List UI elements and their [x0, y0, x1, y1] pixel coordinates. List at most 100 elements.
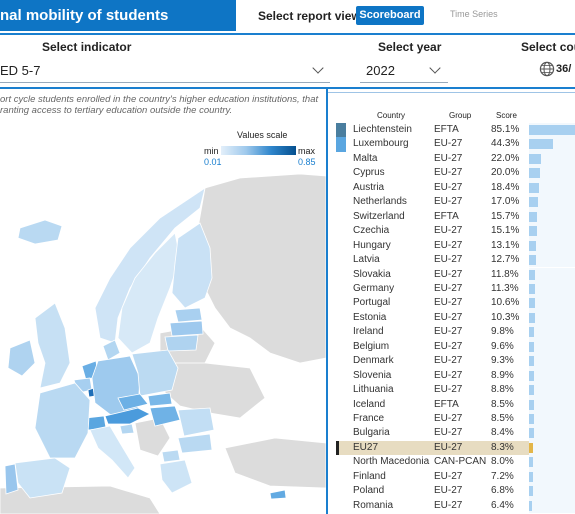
cell-score: 8.8%	[491, 384, 514, 396]
map-region-poland[interactable]	[131, 349, 179, 397]
map-region-portugal[interactable]	[4, 463, 19, 495]
table-row[interactable]: Slovenia EU-27 8.9%	[336, 368, 575, 384]
cell-group: EU-27	[434, 369, 463, 381]
score-bar-track	[529, 455, 575, 470]
table-row[interactable]: Czechia EU-27 15.1%	[336, 224, 575, 239]
score-bar	[529, 457, 534, 468]
score-bar	[529, 356, 535, 367]
map-region-estonia[interactable]	[174, 307, 203, 323]
table-row[interactable]: Lithuania EU-27 8.8%	[336, 383, 575, 398]
table-row[interactable]: Netherlands EU-27 17.0%	[336, 195, 575, 210]
map-region-turkey[interactable]	[224, 437, 326, 489]
column-header-group[interactable]: Group	[449, 111, 472, 120]
cell-score: 8.9%	[491, 369, 514, 381]
map-region-austria[interactable]	[104, 407, 151, 425]
map-region-france[interactable]	[34, 382, 91, 459]
cell-group: EFTA	[434, 210, 459, 222]
table-row[interactable]: Estonia EU-27 10.3%	[336, 310, 575, 326]
table-row[interactable]: Bulgaria EU-27 8.4%	[336, 426, 575, 441]
map-region-latvia[interactable]	[169, 320, 204, 337]
cell-country: France	[353, 413, 385, 424]
map-region-lithuania[interactable]	[164, 334, 199, 352]
score-bar-track	[529, 281, 575, 297]
score-bar-track	[529, 339, 575, 355]
tab-time-series[interactable]: Time Series	[450, 9, 498, 19]
cell-country: Hungary	[353, 239, 391, 251]
legend-max-value: 0.85	[298, 157, 316, 167]
table-row[interactable]: EU27 EU-27 8.3%	[336, 440, 575, 456]
cell-group: EU-27	[434, 441, 463, 453]
score-bar-track	[529, 498, 575, 514]
map-region-denmark[interactable]	[102, 339, 121, 361]
table-row[interactable]: Portugal EU-27 10.6%	[336, 296, 575, 311]
europe-choropleth-map[interactable]	[0, 168, 326, 514]
map-region-finland[interactable]	[171, 222, 213, 309]
map-region-italy[interactable]	[89, 425, 136, 479]
table-row[interactable]: Malta EU-27 22.0%	[336, 151, 575, 167]
column-header-score[interactable]: Score	[496, 111, 517, 120]
cell-score: 18.4%	[491, 181, 520, 193]
map-region-romania[interactable]	[177, 407, 215, 437]
map-region-bulgaria[interactable]	[177, 433, 213, 454]
cell-group: EU-27	[434, 355, 463, 367]
cell-score: 7.2%	[491, 470, 514, 482]
map-region-ireland[interactable]	[7, 339, 36, 377]
map-region-norway[interactable]	[94, 187, 206, 344]
panel-border	[326, 88, 328, 514]
score-bar-track	[529, 412, 575, 427]
table-row[interactable]: Romania EU-27 6.4%	[336, 498, 575, 514]
map-region-czechia[interactable]	[117, 393, 149, 411]
map-region-slovakia[interactable]	[147, 392, 173, 407]
table-row[interactable]: Hungary EU-27 13.1%	[336, 238, 575, 254]
table-row[interactable]: Poland EU-27 6.8%	[336, 484, 575, 499]
cell-country: Lithuania	[353, 384, 394, 396]
table-row[interactable]: Germany EU-27 11.3%	[336, 281, 575, 297]
map-region-north-macedonia[interactable]	[161, 449, 181, 463]
table-row[interactable]: Liechtenstein EFTA 85.1%	[336, 123, 575, 138]
cell-country: Romania	[353, 499, 394, 511]
table-row[interactable]: North Macedonia CAN-PCAN 8.0%	[336, 455, 575, 470]
cell-group: EU-27	[434, 282, 463, 294]
map-region-hungary[interactable]	[149, 405, 181, 427]
legend-min-label: min	[204, 146, 219, 156]
score-bar	[529, 486, 533, 497]
table-row[interactable]: Ireland EU-27 9.8%	[336, 325, 575, 340]
cell-country: Denmark	[353, 355, 394, 367]
table-row[interactable]: Austria EU-27 18.4%	[336, 180, 575, 196]
tab-scoreboard[interactable]: Scoreboard	[356, 6, 424, 25]
cell-score: 15.1%	[491, 225, 520, 237]
score-bar-track	[529, 166, 575, 181]
table-row[interactable]: France EU-27 8.5%	[336, 412, 575, 427]
table-row[interactable]: Luxembourg EU-27 44.3%	[336, 137, 575, 152]
map-region-russia[interactable]	[197, 173, 326, 364]
table-row[interactable]: Finland EU-27 7.2%	[336, 469, 575, 485]
map-region-cyprus[interactable]	[269, 489, 287, 500]
cell-score: 11.8%	[491, 268, 519, 280]
cell-group: EU-27	[434, 239, 463, 251]
map-region-uk[interactable]	[34, 302, 71, 389]
column-header-country[interactable]: Country	[377, 111, 406, 120]
score-bar	[529, 471, 533, 482]
year-value: 2022	[366, 63, 395, 78]
table-row[interactable]: Iceland EFTA 8.5%	[336, 397, 575, 412]
cell-group: EU-27	[434, 499, 463, 511]
map-region-spain[interactable]	[14, 457, 71, 499]
score-bar-track	[529, 484, 575, 499]
cell-group: EU-27	[434, 485, 463, 497]
cell-score: 11.3%	[491, 282, 519, 294]
map-region-slovenia[interactable]	[119, 423, 135, 435]
table-row[interactable]: Slovakia EU-27 11.8%	[336, 267, 575, 282]
cell-country: Slovakia	[353, 268, 391, 280]
score-bar	[529, 139, 553, 150]
table-row[interactable]: Cyprus EU-27 20.0%	[336, 166, 575, 181]
table-row[interactable]: Belgium EU-27 9.6%	[336, 339, 575, 355]
map-region-greece[interactable]	[159, 459, 193, 494]
table-row[interactable]: Switzerland EFTA 15.7%	[336, 209, 575, 225]
cell-group: EU-27	[434, 297, 463, 309]
table-row[interactable]: Denmark EU-27 9.3%	[336, 354, 575, 369]
score-bar	[529, 197, 539, 208]
cell-group: EU-27	[434, 167, 463, 179]
score-bar-track	[529, 209, 575, 225]
map-region-iceland[interactable]	[17, 219, 63, 245]
table-row[interactable]: Latvia EU-27 12.7%	[336, 253, 575, 268]
